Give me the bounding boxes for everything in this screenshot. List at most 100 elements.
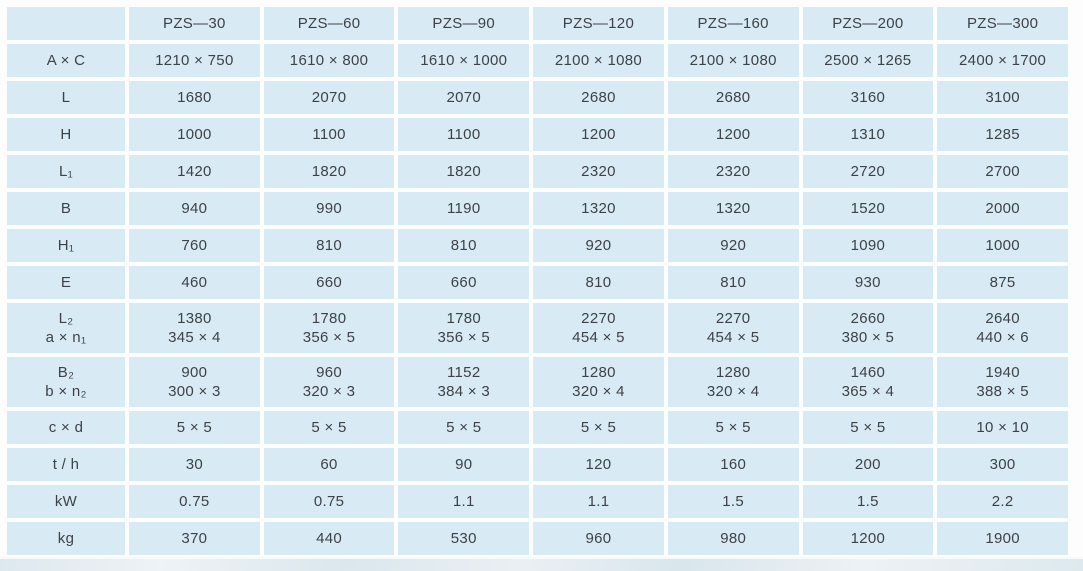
column-header: PZS—90 bbox=[398, 7, 530, 40]
table-cell: 0.75 bbox=[129, 485, 260, 518]
table-cell: 920 bbox=[667, 229, 799, 262]
table-row: B 940 990 1190 1320 1320 1520 2000 bbox=[7, 192, 1068, 225]
column-header: PZS—30 bbox=[129, 7, 260, 40]
table-row: kg 370 440 530 960 980 1200 1900 bbox=[7, 522, 1068, 555]
table-cell: 2320 bbox=[533, 155, 664, 188]
row-label: E bbox=[7, 266, 125, 299]
table-cell: 530 bbox=[398, 522, 530, 555]
spec-table-header: PZS—30 PZS—60 PZS—90 PZS—120 PZS—160 PZS—200 P… bbox=[7, 7, 1068, 40]
table-cell: 300 bbox=[937, 448, 1068, 481]
table-row: E 460 660 660 810 810 930 875 bbox=[7, 266, 1068, 299]
row-label: c × d bbox=[7, 411, 125, 444]
table-cell: 810 bbox=[533, 266, 664, 299]
table-cell: 2720 bbox=[802, 155, 934, 188]
table-row: kW 0.75 0.75 1.1 1.1 1.5 1.5 2.2 bbox=[7, 485, 1068, 518]
table-cell: 1.1 bbox=[533, 485, 664, 518]
table-cell: 2640 440 × 6 bbox=[937, 303, 1068, 353]
column-header: PZS—160 bbox=[667, 7, 799, 40]
table-cell: 2270 454 × 5 bbox=[533, 303, 664, 353]
table-cell: 1320 bbox=[533, 192, 664, 225]
table-cell: 1780 356 × 5 bbox=[263, 303, 395, 353]
row-label: kW bbox=[7, 485, 125, 518]
table-cell: 3160 bbox=[802, 81, 934, 114]
table-cell: 1.5 bbox=[802, 485, 934, 518]
row-label: B bbox=[7, 192, 125, 225]
row-label: L bbox=[7, 81, 125, 114]
table-cell: 5 × 5 bbox=[398, 411, 530, 444]
table-row: L₁ 1420 1820 1820 2320 2320 2720 2700 bbox=[7, 155, 1068, 188]
row-label: kg bbox=[7, 522, 125, 555]
table-cell: 990 bbox=[263, 192, 395, 225]
table-cell: 810 bbox=[263, 229, 395, 262]
table-cell: 920 bbox=[533, 229, 664, 262]
row-label: L₂ a × n₁ bbox=[7, 303, 125, 353]
table-cell: 1000 bbox=[937, 229, 1068, 262]
row-label: H bbox=[7, 118, 125, 151]
table-cell: 1940 388 × 5 bbox=[937, 357, 1068, 407]
table-cell: 2070 bbox=[263, 81, 395, 114]
table-cell: 1.5 bbox=[667, 485, 799, 518]
table-cell: 1680 bbox=[129, 81, 260, 114]
table-cell: 0.75 bbox=[263, 485, 395, 518]
row-label: L₁ bbox=[7, 155, 125, 188]
table-row: L 1680 2070 2070 2680 2680 3160 3100 bbox=[7, 81, 1068, 114]
table-cell: 1310 bbox=[802, 118, 934, 151]
table-cell: 2400 × 1700 bbox=[937, 44, 1068, 77]
row-label: H₁ bbox=[7, 229, 125, 262]
table-cell: 2070 bbox=[398, 81, 530, 114]
table-cell: 5 × 5 bbox=[802, 411, 934, 444]
table-cell: 960 bbox=[533, 522, 664, 555]
table-cell: 2660 380 × 5 bbox=[802, 303, 934, 353]
table-cell: 1380 345 × 4 bbox=[129, 303, 260, 353]
column-header: PZS—300 bbox=[937, 7, 1068, 40]
table-cell: 1100 bbox=[263, 118, 395, 151]
table-cell: 1820 bbox=[263, 155, 395, 188]
row-label: t / h bbox=[7, 448, 125, 481]
table-cell: 1210 × 750 bbox=[129, 44, 260, 77]
column-header: PZS—60 bbox=[263, 7, 395, 40]
table-cell: 1610 × 800 bbox=[263, 44, 395, 77]
table-cell: 2100 × 1080 bbox=[533, 44, 664, 77]
spec-table-body: A × C 1210 × 750 1610 × 800 1610 × 1000 2100… bbox=[7, 44, 1068, 555]
table-cell: 1200 bbox=[802, 522, 934, 555]
table-row: t / h 30 60 90 120 160 200 300 bbox=[7, 448, 1068, 481]
table-cell: 980 bbox=[667, 522, 799, 555]
table-cell: 1000 bbox=[129, 118, 260, 151]
table-cell: 1190 bbox=[398, 192, 530, 225]
table-cell: 2500 × 1265 bbox=[802, 44, 934, 77]
table-cell: 1320 bbox=[667, 192, 799, 225]
page-edge-band bbox=[0, 557, 1083, 571]
table-cell: 1200 bbox=[533, 118, 664, 151]
table-cell: 1820 bbox=[398, 155, 530, 188]
table-cell: 2700 bbox=[937, 155, 1068, 188]
table-cell: 1610 × 1000 bbox=[398, 44, 530, 77]
table-cell: 440 bbox=[263, 522, 395, 555]
table-cell: 1200 bbox=[667, 118, 799, 151]
table-cell: 2100 × 1080 bbox=[667, 44, 799, 77]
table-cell: 1280 320 × 4 bbox=[667, 357, 799, 407]
corner-cell bbox=[7, 7, 125, 40]
table-cell: 1520 bbox=[802, 192, 934, 225]
table-row: H 1000 1100 1100 1200 1200 1310 1285 bbox=[7, 118, 1068, 151]
table-cell: 1780 356 × 5 bbox=[398, 303, 530, 353]
table-cell: 760 bbox=[129, 229, 260, 262]
table-cell: 5 × 5 bbox=[533, 411, 664, 444]
table-row: L₂ a × n₁ 1380 345 × 4 1780 356 × 5 1780 356 × … bbox=[7, 303, 1068, 353]
table-row: A × C 1210 × 750 1610 × 800 1610 × 1000 2100… bbox=[7, 44, 1068, 77]
table-cell: 3100 bbox=[937, 81, 1068, 114]
table-cell: 875 bbox=[937, 266, 1068, 299]
table-cell: 370 bbox=[129, 522, 260, 555]
table-cell: 960 320 × 3 bbox=[263, 357, 395, 407]
row-label: B₂ b × n₂ bbox=[7, 357, 125, 407]
table-cell: 2.2 bbox=[937, 485, 1068, 518]
table-cell: 120 bbox=[533, 448, 664, 481]
table-row: H₁ 760 810 810 920 920 1090 1000 bbox=[7, 229, 1068, 262]
spec-table: PZS—30 PZS—60 PZS—90 PZS—120 PZS—160 PZS—200 P… bbox=[3, 3, 1072, 559]
row-label: A × C bbox=[7, 44, 125, 77]
table-cell: 940 bbox=[129, 192, 260, 225]
column-header: PZS—120 bbox=[533, 7, 664, 40]
table-cell: 2680 bbox=[667, 81, 799, 114]
table-cell: 5 × 5 bbox=[263, 411, 395, 444]
